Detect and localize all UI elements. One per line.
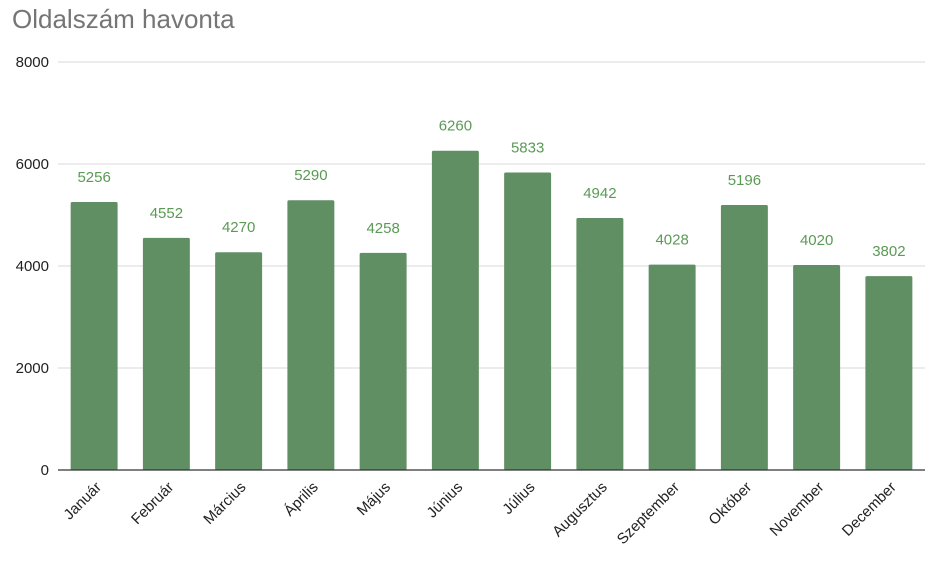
x-tick-label: Március (200, 479, 249, 528)
data-label: 4020 (800, 232, 833, 249)
bar (359, 252, 407, 470)
chart-title: Oldalszám havonta (12, 4, 235, 34)
bar (142, 237, 190, 470)
data-label: 5290 (294, 167, 327, 184)
x-tick-label: Szeptember (614, 479, 683, 548)
x-axis-tick-labels: Január Február Március Április Május Június Jú… (60, 479, 899, 548)
data-label: 4942 (583, 185, 616, 202)
y-tick-label: 8000 (16, 54, 49, 71)
bar (648, 264, 696, 470)
x-tick-label: Május (354, 479, 394, 519)
data-label: 4258 (366, 220, 399, 237)
bar (287, 200, 335, 470)
bar (576, 217, 624, 470)
y-tick-label: 2000 (16, 360, 49, 377)
data-label: 5256 (77, 169, 110, 186)
x-tick-label: December (839, 479, 900, 540)
x-tick-label: Február (128, 479, 177, 528)
data-label: 6260 (439, 118, 472, 135)
data-labels: 5256 4552 4270 5290 4258 6260 5833 4942 4028 5196… (77, 118, 905, 260)
bar (431, 150, 479, 471)
y-tick-label: 6000 (16, 156, 49, 173)
data-label: 5833 (511, 140, 544, 157)
bar (70, 201, 118, 470)
bar (215, 252, 263, 470)
y-tick-label: 0 (41, 462, 49, 479)
x-tick-label: November (766, 479, 827, 540)
data-label: 4270 (222, 219, 255, 236)
bar (793, 264, 841, 470)
bars (70, 150, 913, 471)
x-tick-label: Április (281, 479, 322, 520)
gridlines (58, 61, 925, 369)
x-tick-label: Június (424, 479, 467, 522)
x-tick-label: Július (499, 479, 538, 518)
y-axis-tick-labels: 0 2000 4000 6000 8000 (16, 54, 49, 479)
data-label: 4552 (150, 205, 183, 222)
data-label: 4028 (655, 232, 688, 249)
bar (504, 172, 552, 470)
data-label: 3802 (872, 243, 905, 260)
data-label: 5196 (728, 172, 761, 189)
x-tick-label: Október (705, 479, 755, 529)
x-tick-label: Január (60, 479, 104, 523)
bar (720, 205, 768, 470)
y-tick-label: 4000 (16, 258, 49, 275)
bar (865, 276, 913, 470)
x-tick-label: Augusztus (549, 479, 611, 541)
